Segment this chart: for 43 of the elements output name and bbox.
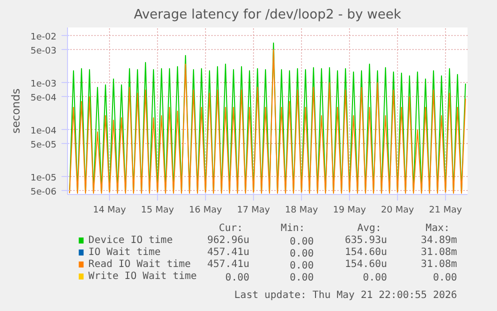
text: 457.41u xyxy=(207,259,250,270)
y-tick-label: 5e-03 xyxy=(30,46,57,56)
y-tick-label: 5e-04 xyxy=(30,93,57,104)
text: 0.00 xyxy=(432,272,458,284)
text: 154.60u xyxy=(344,259,388,270)
y-tick-label: 1e-03 xyxy=(30,79,57,90)
text: 31.08m xyxy=(420,247,458,258)
x-tick-label: 15 May xyxy=(141,206,175,216)
text: Min: xyxy=(280,223,305,234)
text: 0.00 xyxy=(290,260,314,272)
y-tick-label: 1e-05 xyxy=(30,173,57,184)
legend-label: Device IO time xyxy=(88,235,173,246)
y-tick-label: 1e-04 xyxy=(30,126,57,136)
x-tick-label: 21 May xyxy=(429,206,463,216)
text: 0.00 xyxy=(362,272,388,284)
text: 0.00 xyxy=(225,272,250,284)
text: 0.00 xyxy=(290,236,314,248)
x-tick-label: 17 May xyxy=(237,206,271,216)
legend-label: IO Wait time xyxy=(88,247,161,258)
text: 962.96u xyxy=(207,235,250,246)
text: 457.41u xyxy=(207,247,250,258)
text: 154.60u xyxy=(344,247,388,258)
text: 31.08m xyxy=(420,259,458,270)
y-axis-title: seconds xyxy=(10,88,23,134)
y-tick-label: 1e-02 xyxy=(30,32,57,42)
y-tick-label: 5e-05 xyxy=(30,140,57,150)
chart-title: Average latency for /dev/loop2 - by week xyxy=(134,8,402,22)
legend-label: Read IO Wait time xyxy=(88,259,191,270)
text: 0.00 xyxy=(290,272,314,284)
text: 635.93u xyxy=(344,235,388,246)
text: Max: xyxy=(426,223,450,234)
legend-label: Write IO Wait time xyxy=(88,271,197,282)
x-tick-label: 19 May xyxy=(333,206,367,216)
x-tick-label: 14 May xyxy=(93,206,127,216)
text: Avg: xyxy=(357,223,382,234)
text: Cur: xyxy=(218,223,243,234)
text: Last update: Thu May 21 22:00:55 2026 xyxy=(234,290,458,301)
text: 34.89m xyxy=(420,235,458,246)
x-tick-label: 18 May xyxy=(285,206,319,216)
y-tick-label: 5e-06 xyxy=(30,187,57,198)
x-tick-label: 16 May xyxy=(189,206,223,216)
text: 0.00 xyxy=(290,248,314,260)
x-tick-label: 20 May xyxy=(381,206,415,216)
